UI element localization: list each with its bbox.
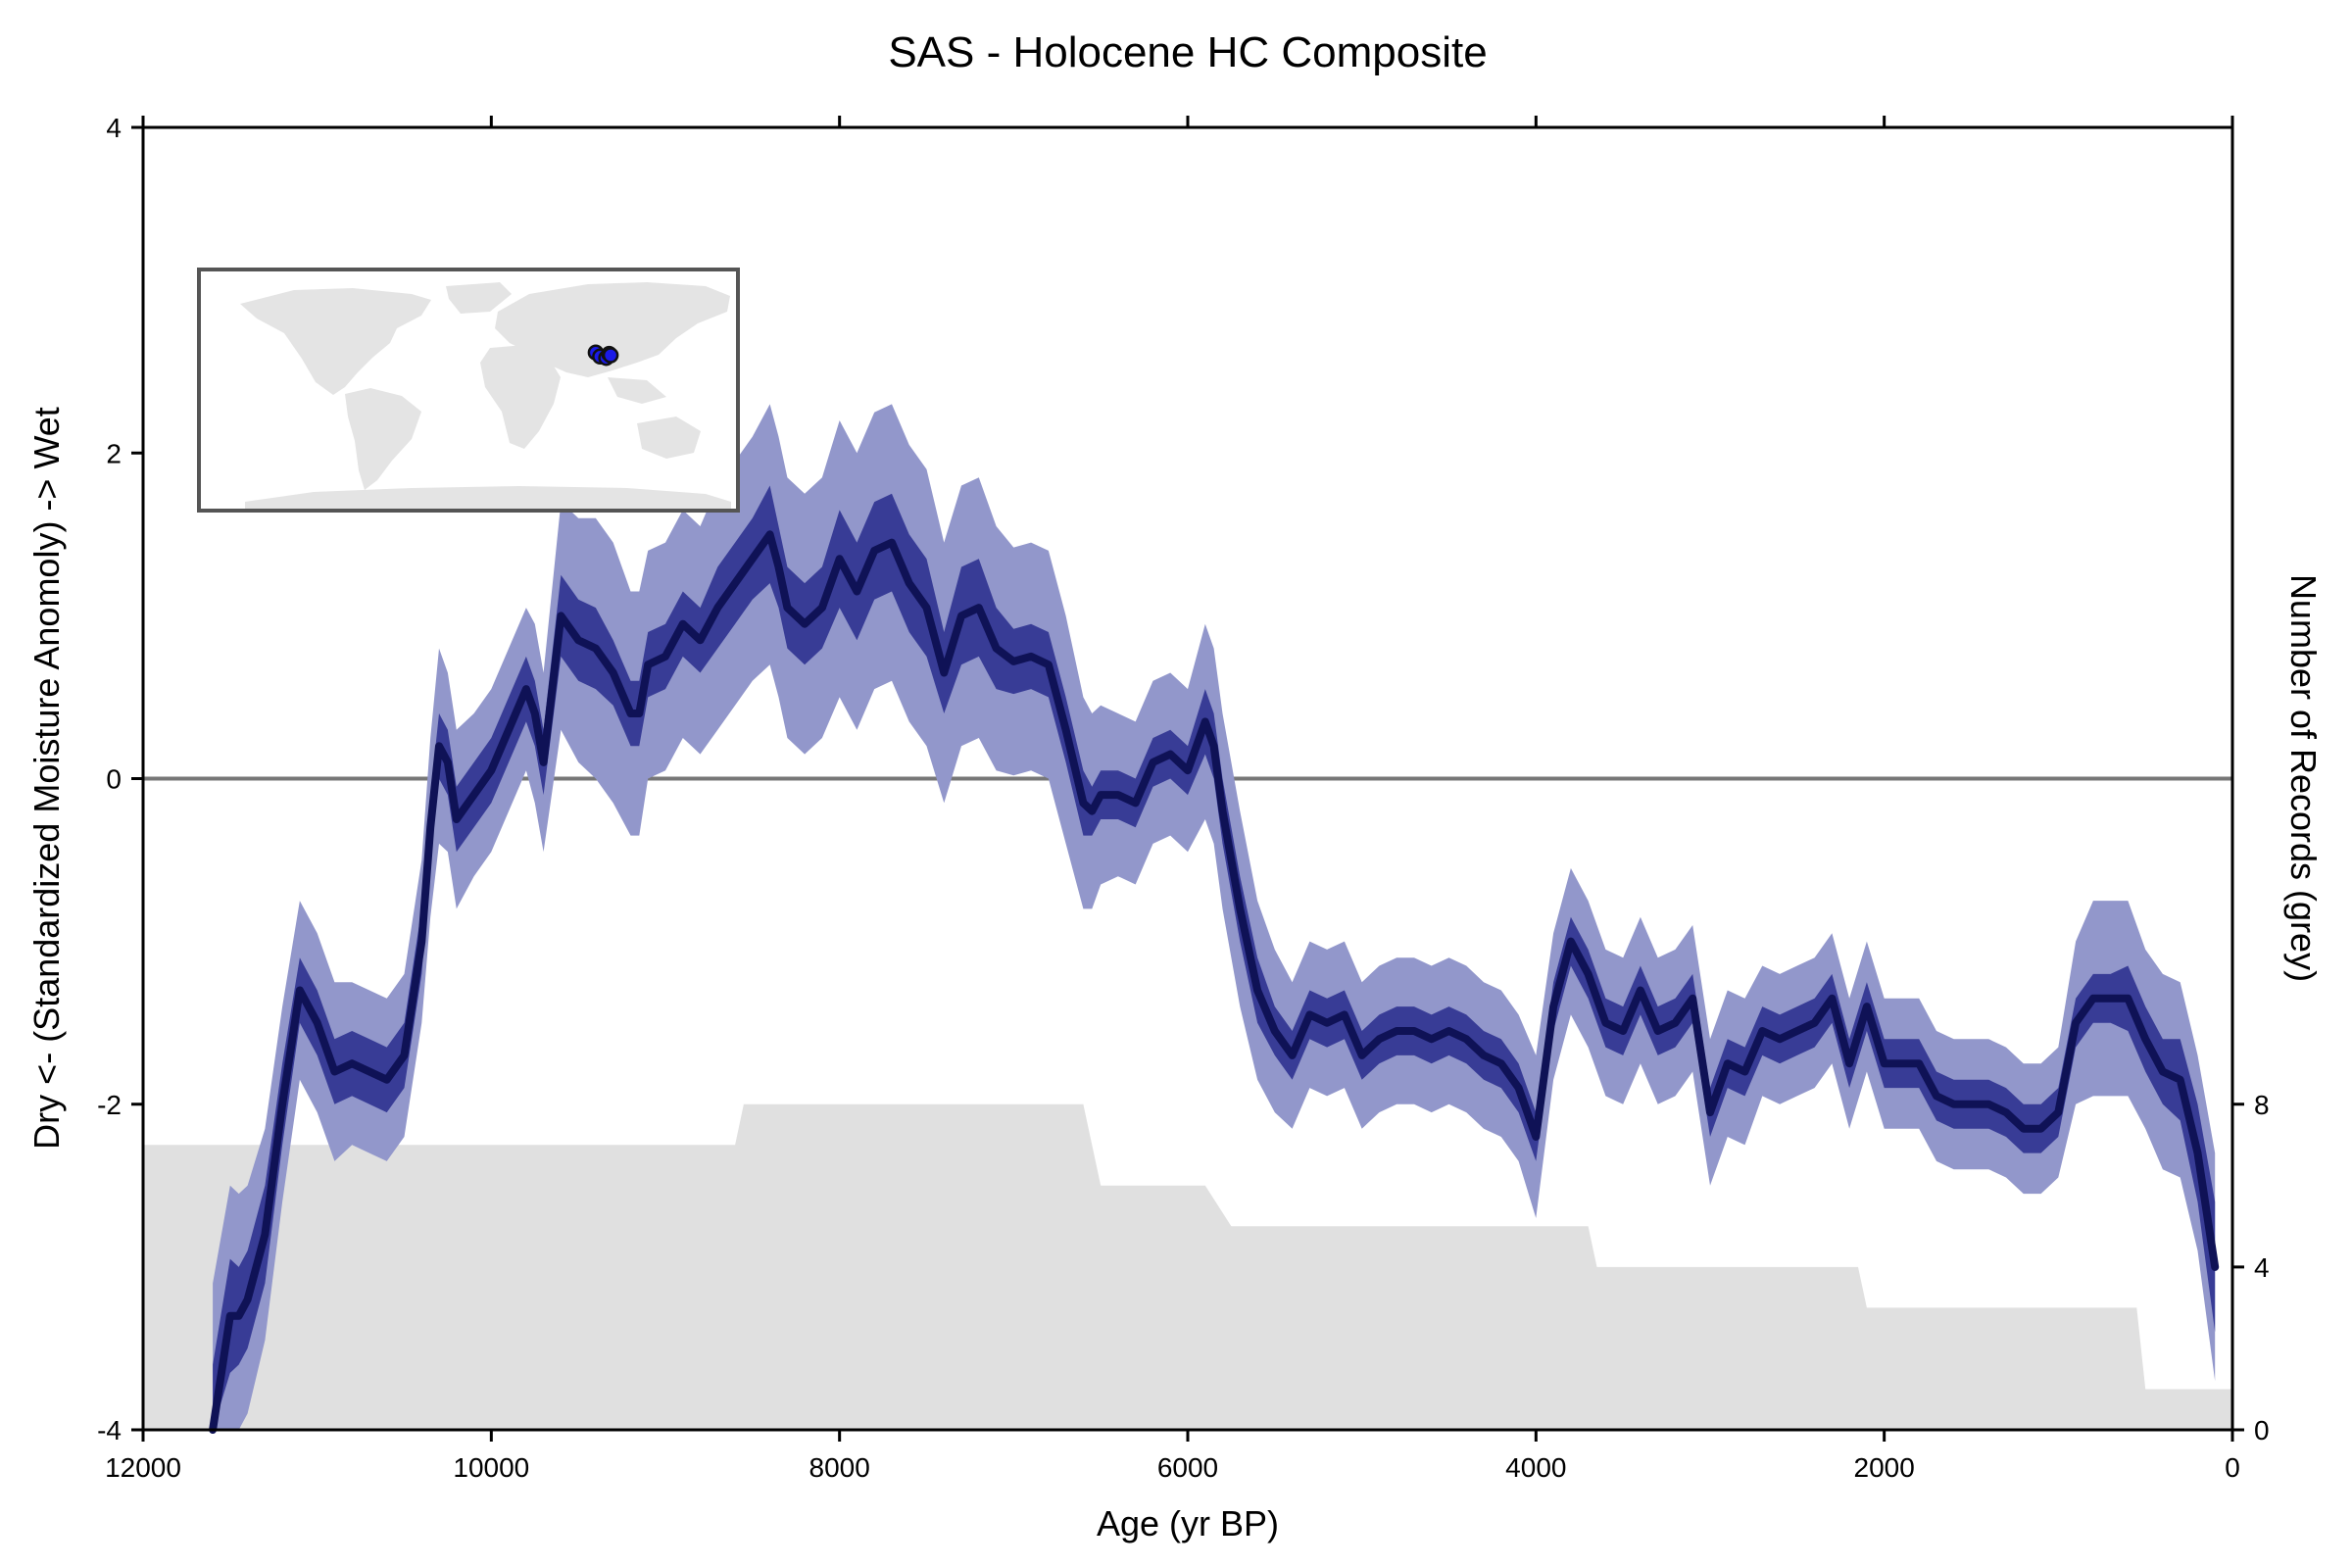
x-tick-label: 8000 — [809, 1452, 870, 1483]
y-tick-label: -2 — [97, 1090, 122, 1120]
y-tick-label: 4 — [106, 113, 122, 143]
axis-ticks — [131, 116, 2244, 1442]
antarctica-shape — [245, 486, 731, 509]
y-tick-label: -4 — [97, 1415, 122, 1446]
inset-map-land — [240, 282, 731, 509]
composite-median-line — [209, 530, 2220, 1434]
y-tick-labels: -4 -2 0 2 4 — [97, 113, 122, 1446]
inset-map-sites — [587, 344, 619, 367]
x-tick-label: 4000 — [1505, 1452, 1566, 1483]
x-tick-label: 0 — [2225, 1452, 2240, 1483]
x-tick-label: 10000 — [453, 1452, 529, 1483]
southeast-asia-shape — [608, 377, 666, 404]
outer-uncertainty-band — [213, 404, 2216, 1430]
y-axis-title: Dry <- (Standardized Moisture Anomoly) -… — [26, 407, 67, 1150]
y2-tick-labels: 0 4 8 — [2254, 1090, 2270, 1446]
x-tick-label: 2000 — [1854, 1452, 1915, 1483]
y2-axis-title: Number of Records (grey) — [2283, 574, 2324, 982]
record-count-area-layer — [143, 1103, 2232, 1430]
inset-map — [197, 268, 740, 513]
x-tick-label: 12000 — [105, 1452, 181, 1483]
north-america-shape — [240, 288, 431, 395]
y2-tick-label: 8 — [2254, 1090, 2270, 1120]
y-tick-label: 2 — [106, 438, 122, 468]
south-america-shape — [345, 388, 421, 490]
africa-shape — [480, 345, 561, 449]
site-marker — [602, 347, 619, 364]
chart-title: SAS - Holocene HC Composite — [888, 28, 1487, 76]
australia-shape — [637, 416, 701, 459]
x-tick-label: 6000 — [1157, 1452, 1218, 1483]
y-tick-label: 0 — [106, 764, 122, 795]
greenland-shape — [446, 282, 512, 314]
y2-tick-label: 0 — [2254, 1415, 2270, 1446]
eurasia-shape — [495, 282, 730, 377]
median-line-layer — [209, 530, 2220, 1434]
y2-tick-label: 4 — [2254, 1252, 2270, 1283]
uncertainty-band-layer — [213, 404, 2216, 1430]
x-tick-labels: 12000 10000 8000 6000 4000 2000 0 — [105, 1452, 2240, 1483]
record-count-area — [143, 1103, 2232, 1430]
x-axis-title: Age (yr BP) — [1097, 1503, 1279, 1544]
